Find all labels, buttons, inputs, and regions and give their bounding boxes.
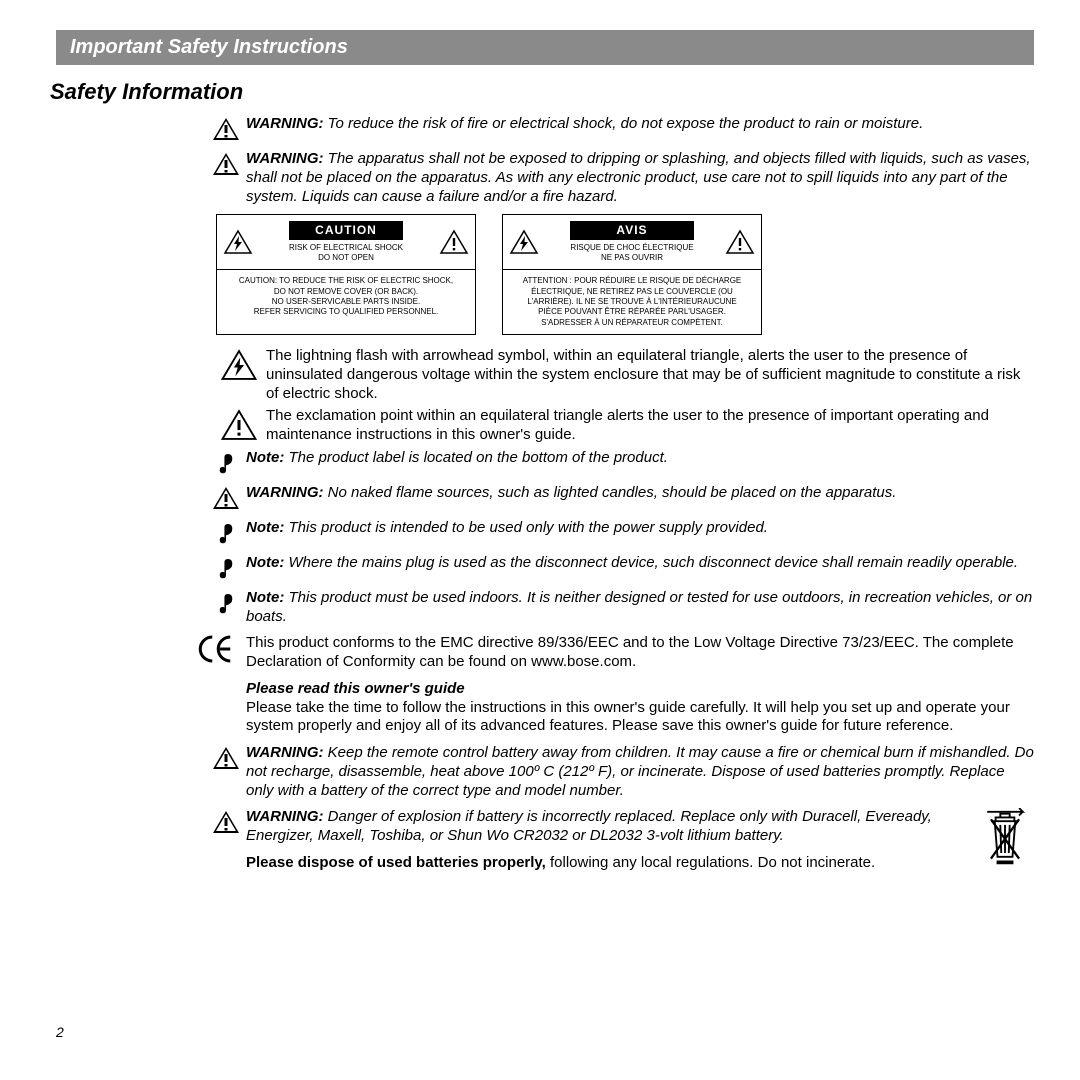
- caution-header-fr: AVIS: [570, 221, 693, 240]
- warning-row-1: WARNING: To reduce the risk of fire or e…: [56, 115, 1034, 142]
- symbol-explain-1: The lightning flash with arrowhead symbo…: [212, 347, 1034, 403]
- warn5-text: Danger of explosion if battery is incorr…: [246, 808, 932, 844]
- note-icon: [215, 520, 237, 546]
- note-icon: [215, 450, 237, 476]
- warning-row-4: WARNING: Keep the remote control battery…: [56, 744, 1034, 800]
- ce-text: This product conforms to the EMC directi…: [246, 634, 1034, 672]
- warn1-text: To reduce the risk of fire or electrical…: [328, 115, 924, 132]
- dispose-rest: following any local regulations. Do not …: [550, 854, 875, 871]
- caution-line1-fr: RISQUE DE CHOC ÉLECTRIQUE: [570, 243, 693, 252]
- warn2-lead: WARNING:: [246, 150, 328, 167]
- note2-lead: Note:: [246, 519, 289, 536]
- caution-boxes: CAUTION RISK OF ELECTRICAL SHOCKDO NOT O…: [216, 214, 1034, 335]
- warn3-lead: WARNING:: [246, 484, 328, 501]
- symbol-explain-2: The exclamation point within an equilate…: [212, 407, 1034, 445]
- warn5-lead: WARNING:: [246, 808, 328, 825]
- note-icon: [215, 590, 237, 616]
- warning-row-2: WARNING: The apparatus shall not be expo…: [56, 150, 1034, 206]
- read-body: Please take the time to follow the instr…: [246, 699, 1034, 737]
- read-header: Please read this owner's guide: [246, 680, 1034, 699]
- note3-lead: Note:: [246, 554, 289, 571]
- exclamation-triangle-icon: [220, 408, 258, 442]
- note4-lead: Note:: [246, 589, 289, 606]
- sym1-text: The lightning flash with arrowhead symbo…: [266, 347, 1034, 403]
- caution-bottom-en: CAUTION: TO REDUCE THE RISK OF ELECTRIC …: [217, 269, 475, 324]
- note-row-3: Note: Where the mains plug is used as th…: [56, 554, 1034, 581]
- section-title: Safety Information: [50, 79, 1034, 105]
- page: Important Safety Instructions Safety Inf…: [0, 0, 1080, 1080]
- ce-mark-icon: [191, 634, 241, 664]
- warning-row-5: WARNING: Danger of explosion if battery …: [56, 808, 1034, 846]
- warning-icon: [211, 745, 241, 771]
- bolt-triangle-icon: [223, 229, 253, 255]
- note-icon: [215, 555, 237, 581]
- header-bar: Important Safety Instructions: [56, 30, 1034, 65]
- warn4-lead: WARNING:: [246, 744, 328, 761]
- caution-box-en: CAUTION RISK OF ELECTRICAL SHOCKDO NOT O…: [216, 214, 476, 335]
- caution-header-en: CAUTION: [289, 221, 403, 240]
- warning-icon: [211, 151, 241, 177]
- dispose-bold: Please dispose of used batteries properl…: [246, 854, 550, 871]
- bolt-triangle-icon: [220, 348, 258, 382]
- note-row-4: Note: This product must be used indoors.…: [56, 589, 1034, 627]
- bolt-triangle-icon: [509, 229, 539, 255]
- warn3-text: No naked flame sources, such as lighted …: [328, 484, 897, 501]
- warning-icon: [211, 485, 241, 511]
- dispose-row: Please dispose of used batteries properl…: [56, 854, 1034, 873]
- warn1-lead: WARNING:: [246, 115, 328, 132]
- page-number: 2: [56, 1024, 64, 1040]
- note-row-1: Note: The product label is located on th…: [56, 449, 1034, 476]
- exclamation-triangle-icon: [439, 229, 469, 255]
- note1-text: The product label is located on the bott…: [289, 449, 668, 466]
- warn4-text: Keep the remote control battery away fro…: [246, 744, 1034, 799]
- exclamation-triangle-icon: [725, 229, 755, 255]
- note1-lead: Note:: [246, 449, 289, 466]
- warning-icon: [211, 809, 241, 835]
- caution-line2-en: DO NOT OPEN: [318, 253, 374, 262]
- read-block: Please read this owner's guide Please ta…: [246, 680, 1034, 736]
- note4-text: This product must be used indoors. It is…: [246, 589, 1032, 625]
- caution-box-fr: AVIS RISQUE DE CHOC ÉLECTRIQUENE PAS OUV…: [502, 214, 762, 335]
- note-row-2: Note: This product is intended to be use…: [56, 519, 1034, 546]
- ce-row: This product conforms to the EMC directi…: [56, 634, 1034, 672]
- caution-line1-en: RISK OF ELECTRICAL SHOCK: [289, 243, 403, 252]
- caution-line2-fr: NE PAS OUVRIR: [601, 253, 663, 262]
- warning-icon: [211, 116, 241, 142]
- warn2-text: The apparatus shall not be exposed to dr…: [246, 150, 1031, 205]
- note2-text: This product is intended to be used only…: [289, 519, 768, 536]
- warning-row-3: WARNING: No naked flame sources, such as…: [56, 484, 1034, 511]
- header-title: Important Safety Instructions: [70, 36, 348, 58]
- sym2-text: The exclamation point within an equilate…: [266, 407, 1034, 445]
- content: WARNING: To reduce the risk of fire or e…: [56, 115, 1034, 873]
- weee-bin-icon: [980, 808, 1030, 868]
- caution-bottom-fr: ATTENTION : POUR RÉDUIRE LE RISQUE DE DÉ…: [503, 269, 761, 334]
- note3-text: Where the mains plug is used as the disc…: [289, 554, 1019, 571]
